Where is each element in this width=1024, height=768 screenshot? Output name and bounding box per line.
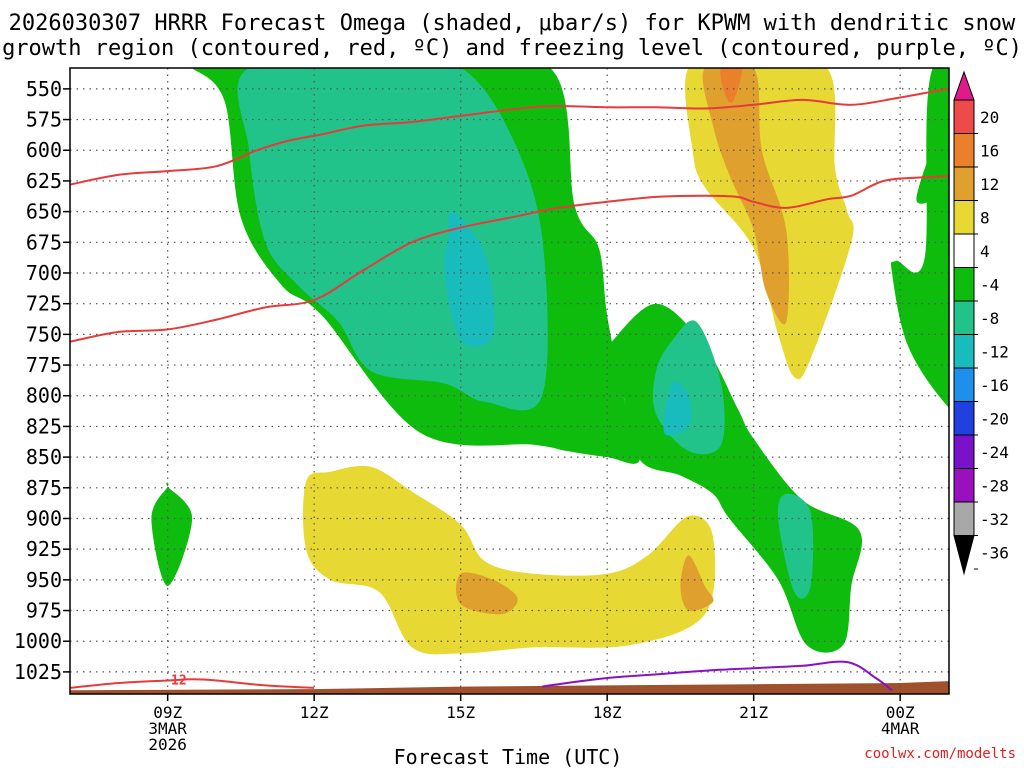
colorbar-label-5: -4 [980, 276, 999, 295]
x-tick-label-1-0: 12Z [300, 703, 329, 722]
y-tick-label-875: 875 [26, 476, 62, 500]
colorbar-label-6: -8 [980, 309, 999, 328]
omega-region-4-1 [456, 572, 518, 615]
colorbar-label-9: -20 [980, 410, 1009, 429]
omega-region-1-2 [777, 493, 814, 599]
colorbar-label-11: -28 [980, 477, 1009, 496]
x-tick-label-0-0: 09Z [153, 703, 182, 722]
colorbar-segment-6 [953, 267, 975, 302]
y-tick-label-650: 650 [26, 200, 62, 224]
colorbar-label-7: -12 [980, 343, 1009, 362]
omega-region-0-4 [151, 482, 193, 586]
y-tick-label-825: 825 [26, 414, 62, 438]
x-tick-label-0-1: 3MAR [148, 719, 187, 738]
x-tick-label-0-2: 2026 [148, 735, 187, 754]
x-tick-label-5-0: 00Z [886, 703, 915, 722]
x-tick-label-4-0: 21Z [739, 703, 768, 722]
y-tick-label-800: 800 [26, 384, 62, 408]
dgz-contour-0 [70, 87, 949, 186]
omega-region-2-1 [663, 381, 692, 436]
colorbar-label-12: -32 [980, 510, 1009, 529]
y-tick-label-725: 725 [26, 292, 62, 316]
colorbar-top-arrow [953, 70, 975, 101]
y-tick-label-625: 625 [26, 169, 62, 193]
y-tick-label-900: 900 [26, 506, 62, 530]
y-tick-label-550: 550 [26, 77, 62, 101]
color-bar-legend: 20 16 12 8 4 -4 -8 -12 -16 -20 -24 -28 -32 -36 [953, 70, 1009, 576]
chart-title-line-2: growth region (contoured, red, ºC) and f… [2, 36, 1022, 61]
contour-lines: -12 [70, 87, 949, 692]
omega-region-5-0 [720, 68, 742, 103]
y-tick-label-750: 750 [26, 322, 62, 346]
y-tick-label-850: 850 [26, 445, 62, 469]
colorbar-label-10: -24 [980, 443, 1009, 462]
colorbar-label-4: 4 [980, 242, 990, 261]
colorbar-segment-5 [953, 233, 975, 268]
colorbar-segment-4 [953, 200, 975, 235]
y-tick-label-575: 575 [26, 108, 62, 132]
colorbar-segment-9 [953, 367, 975, 402]
colorbar-segment-3 [953, 166, 975, 201]
x-tick-label-2-0: 15Z [446, 703, 475, 722]
y-tick-label-700: 700 [26, 261, 62, 285]
chart-title-line-1: 2026030307 HRRR Forecast Omega (shaded, … [9, 11, 1016, 36]
colorbar-segment-11 [953, 434, 975, 469]
colorbar-label-0: 20 [980, 108, 999, 127]
y-tick-label-600: 600 [26, 138, 62, 162]
dgz-contour-label: -12 [163, 673, 186, 688]
grid-lines [70, 68, 949, 694]
y-tick-label-1025: 1025 [14, 660, 62, 684]
colorbar-segment-12 [953, 468, 975, 503]
y-tick-label-775: 775 [26, 353, 62, 377]
omega-region-4-2 [680, 555, 714, 612]
omega-region-3-1 [303, 465, 716, 655]
site-credit[interactable]: coolwx.com/modelts [864, 746, 1016, 762]
omega-region-4-0 [702, 68, 790, 325]
y-tick-label-925: 925 [26, 537, 62, 561]
terrain-fill [70, 681, 949, 694]
y-tick-label-1000: 1000 [14, 629, 62, 653]
dgz-contour-2 [70, 678, 315, 689]
colorbar-label-2: 12 [980, 175, 999, 194]
y-axis: 550 575 600 625 650 675 700 725 750 775 800 825 850 8… [14, 77, 70, 684]
colorbar-label-3: 8 [980, 209, 990, 228]
colorbar-segment-1 [953, 99, 975, 134]
omega-shading [70, 68, 949, 694]
colorbar-segment-13 [953, 501, 975, 536]
colorbar-label-13: -36 [980, 544, 1009, 563]
x-tick-label-5-1: 4MAR [881, 719, 920, 738]
colorbar-segment-10 [953, 401, 975, 436]
plot-frame [69, 67, 950, 695]
dgz-contour-1 [70, 175, 949, 343]
omega-region-2-0 [443, 211, 495, 347]
x-tick-label-3-0: 18Z [593, 703, 622, 722]
freezing-level-contour [541, 660, 893, 692]
colorbar-segment-2 [953, 133, 975, 168]
colorbar-segment-7 [953, 300, 975, 335]
colorbar-label-8: -16 [980, 376, 1009, 395]
colorbar-label-1: 16 [980, 142, 999, 161]
x-axis-title: Forecast Time (UTC) [394, 745, 623, 768]
colorbar-bottom-arrow [953, 535, 975, 576]
y-tick-label-950: 950 [26, 568, 62, 592]
colorbar-segment-8 [953, 334, 975, 369]
y-tick-label-675: 675 [26, 230, 62, 254]
y-tick-label-975: 975 [26, 599, 62, 623]
